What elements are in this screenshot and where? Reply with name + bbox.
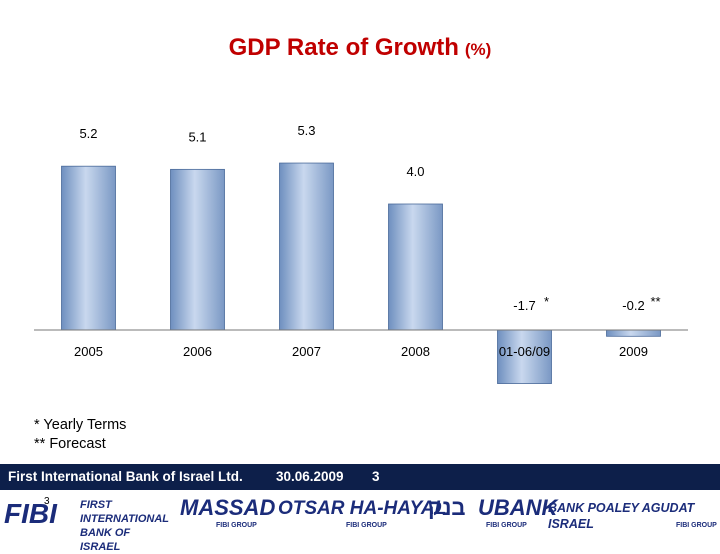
hebrew-bank-logo: בנק bbox=[428, 495, 466, 520]
bar-01-06/09 bbox=[497, 329, 552, 384]
tick-label-2007: 2007 bbox=[292, 344, 321, 359]
annotation-01-06/09: * bbox=[544, 294, 549, 309]
bar-2008 bbox=[388, 203, 443, 331]
bar-2009 bbox=[606, 329, 661, 337]
massad-sub: FIBI GROUP bbox=[216, 522, 257, 529]
bar-2006 bbox=[170, 168, 225, 331]
tick-label-01-06/09: 01-06/09 bbox=[499, 344, 550, 359]
ubank-logo: UBANK bbox=[478, 495, 558, 520]
note-yearly-terms: * Yearly Terms bbox=[34, 417, 127, 433]
note-forecast: ** Forecast bbox=[34, 436, 106, 452]
first-international-logo: FIRST INTERNATIONAL BANK OF ISRAEL bbox=[80, 499, 169, 553]
page-number-small: 3 bbox=[44, 496, 50, 507]
data-label-2005: 5.2 bbox=[79, 126, 97, 141]
otsar-sub: FIBI GROUP bbox=[346, 522, 387, 529]
tick-label-2006: 2006 bbox=[183, 344, 212, 359]
chart-title-unit: (%) bbox=[464, 40, 492, 59]
ubank-sub: FIBI GROUP bbox=[486, 522, 527, 529]
chart-title-text: GDP Rate of Growth bbox=[228, 34, 459, 61]
poaley-agudat-logo: BANK POALEY AGUDAT ISRAEL bbox=[548, 501, 695, 531]
bank-logos-strip: FIBI FIRST INTERNATIONAL BANK OF ISRAEL … bbox=[0, 490, 720, 553]
tick-label-2009: 2009 bbox=[619, 344, 648, 359]
fibi-logo: FIBI bbox=[4, 498, 57, 529]
chart-notes: * Yearly Terms ** Forecast bbox=[34, 416, 126, 454]
data-label-2008: 4.0 bbox=[406, 164, 424, 179]
tick-label-2008: 2008 bbox=[401, 344, 430, 359]
tick-label-2005: 2005 bbox=[74, 344, 103, 359]
data-label-2006: 5.1 bbox=[188, 129, 206, 144]
data-label-2009: -0.2 bbox=[622, 298, 644, 313]
gdp-bar-chart: 5.2 2005 5.1 2006 5.3 2007 4.0 2008 -1.7 * 01-06/0… bbox=[34, 123, 688, 384]
data-label-2007: 5.3 bbox=[297, 123, 315, 138]
otsar-ha-hayal-logo: OTSAR HA-HAYAL bbox=[278, 498, 447, 519]
footer-page-number: 3 bbox=[372, 469, 380, 484]
footer-bar: First International Bank of Israel Ltd. … bbox=[0, 464, 720, 490]
annotation-2009: ** bbox=[650, 294, 660, 309]
footer-bank-name: First International Bank of Israel Ltd. bbox=[8, 469, 243, 484]
poaley-sub: FIBI GROUP bbox=[676, 522, 717, 529]
chart-title: GDP Rate of Growth (%) bbox=[0, 34, 720, 62]
bar-2005 bbox=[61, 165, 116, 331]
massad-logo: MASSAD bbox=[180, 495, 276, 520]
data-label-01-06/09: -1.7 bbox=[513, 298, 535, 313]
bar-2007 bbox=[279, 162, 334, 331]
footer-date: 30.06.2009 bbox=[276, 469, 344, 484]
